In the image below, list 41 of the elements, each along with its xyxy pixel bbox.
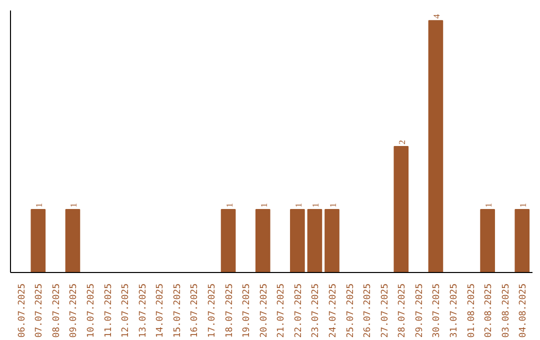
x-tick-label: 14.07.2025	[156, 283, 166, 338]
x-tick-label: 15.07.2025	[172, 283, 183, 338]
x-tick-label: 03.08.2025	[501, 283, 512, 338]
x-tick-label: 21.07.2025	[276, 283, 287, 338]
x-tick-label: 26.07.2025	[363, 283, 374, 338]
x-tick-label: 29.07.2025	[414, 283, 425, 338]
x-tick-label: 30.07.2025	[432, 283, 442, 338]
x-tick-label: 02.08.2025	[484, 283, 494, 338]
data-label: 1	[518, 203, 528, 208]
x-tick-label: 07.07.2025	[34, 283, 45, 338]
data-label: 2	[397, 140, 408, 145]
data-label: 1	[68, 203, 79, 208]
x-tick-label: 16.07.2025	[190, 283, 200, 338]
data-label: 1	[34, 203, 44, 208]
data-label: 1	[328, 203, 338, 208]
x-tick-label: 25.07.2025	[346, 283, 356, 338]
x-tick-label: 20.07.2025	[259, 283, 270, 338]
x-tick-label: 08.07.2025	[52, 283, 62, 338]
x-tick-label: 22.07.2025	[294, 283, 304, 338]
x-tick-label: 23.07.2025	[311, 283, 322, 338]
data-label: 1	[310, 203, 321, 208]
x-tick-label: 24.07.2025	[328, 283, 338, 338]
x-tick-label: 12.07.2025	[121, 283, 132, 338]
x-tick-label: 27.07.2025	[380, 283, 390, 338]
x-tick-label: 01.08.2025	[466, 283, 477, 338]
x-tick-label: 10.07.2025	[86, 283, 97, 338]
x-tick-label: 17.07.2025	[208, 283, 218, 338]
x-tick-label: 28.07.2025	[398, 283, 408, 338]
data-label: 1	[258, 203, 269, 208]
x-tick-label: 31.07.2025	[449, 283, 460, 338]
x-tick-label: 19.07.2025	[242, 283, 252, 338]
data-label: 1	[224, 203, 234, 208]
data-label: 1	[293, 203, 304, 208]
x-tick-label: 11.07.2025	[104, 283, 114, 338]
x-tick-label: 04.08.2025	[518, 283, 529, 338]
x-tick-label: 09.07.2025	[69, 283, 80, 338]
x-tick-label: 13.07.2025	[138, 283, 148, 338]
data-label: 4	[432, 14, 442, 19]
x-tick-label: 18.07.2025	[224, 283, 235, 338]
data-label: 1	[484, 203, 494, 208]
x-tick-label: 06.07.2025	[17, 283, 28, 338]
